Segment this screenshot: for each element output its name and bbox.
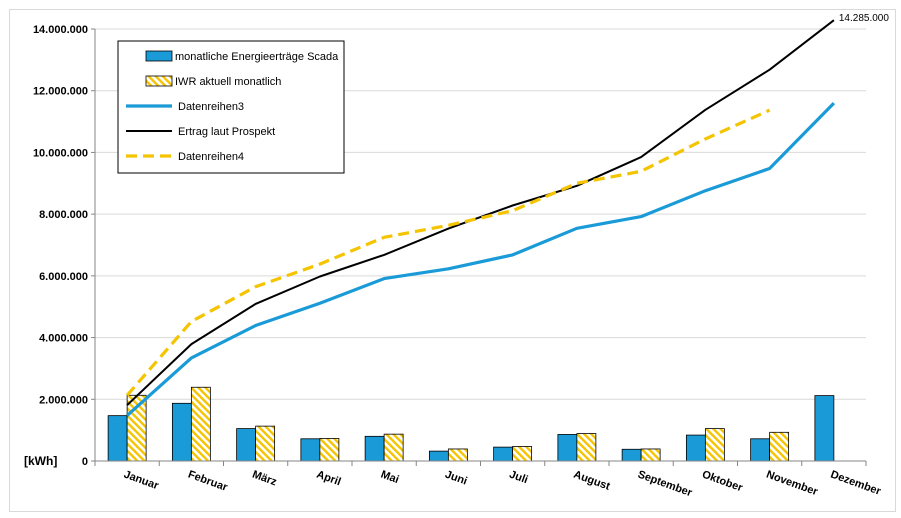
iwr-bar	[447, 448, 468, 462]
y-tick-label: 10.000.000	[33, 147, 88, 159]
iwr-bar	[704, 428, 725, 462]
scada-bar	[621, 448, 642, 462]
scada-bar	[685, 434, 706, 462]
x-tick-label: Dezember	[829, 469, 883, 499]
scada-bar	[364, 435, 385, 462]
scada-bar	[171, 402, 192, 462]
x-tick-label: August	[572, 469, 612, 493]
legend-label: Datenreihen3	[178, 101, 244, 113]
scada-bar	[493, 446, 514, 462]
legend-label: Datenreihen4	[178, 151, 244, 163]
y-tick-label: 14.000.000	[33, 24, 88, 36]
y-tick-label: 2.000.000	[39, 394, 88, 406]
y-tick-label: 0	[82, 456, 88, 468]
scada-bar	[107, 415, 128, 462]
data-label: 14.285.000	[839, 13, 889, 24]
scada-bar	[557, 434, 578, 462]
y-tick-label: 8.000.000	[39, 209, 88, 221]
scada-bar	[814, 395, 835, 462]
iwr-bar	[190, 386, 211, 462]
x-tick-label: April	[315, 469, 343, 489]
y-tick-label: 4.000.000	[39, 333, 88, 345]
scada-bar	[428, 450, 449, 462]
scada-bar	[300, 438, 321, 462]
legend: monatliche Energieerträge Scada IWR aktue…	[117, 40, 345, 174]
x-tick-label: Februar	[186, 469, 229, 495]
legend-label: monatliche Energieerträge Scada	[175, 51, 339, 63]
datenreihen4-line	[125, 108, 771, 397]
iwr-bar	[576, 433, 597, 462]
legend-swatch	[145, 50, 173, 62]
x-tick-label: Januar	[122, 469, 161, 493]
x-tick-label: September	[636, 469, 694, 500]
datenreihen3-line	[126, 101, 836, 417]
x-tick-label: Juli	[508, 469, 530, 487]
iwr-bar	[512, 446, 533, 462]
scada-bar	[236, 428, 257, 462]
y-tick-label: 12.000.000	[33, 86, 88, 98]
legend-label: Ertrag laut Prospekt	[178, 126, 275, 138]
prospekt-line	[126, 19, 835, 406]
line-layer	[125, 19, 836, 417]
x-tick-label: Oktober	[700, 469, 744, 495]
x-tick-label: November	[765, 469, 820, 499]
legend-label: IWR aktuell monatlich	[175, 76, 281, 88]
iwr-bar	[769, 431, 790, 462]
iwr-bar	[383, 433, 404, 462]
bar-layer	[107, 386, 835, 462]
scada-bar	[750, 438, 771, 462]
x-tick-label: Mai	[379, 469, 400, 487]
iwr-bar	[640, 448, 661, 462]
iwr-bar	[319, 438, 340, 462]
y-tick-label: 6.000.000	[39, 271, 88, 283]
x-tick-label: März	[251, 469, 279, 489]
unit-label: [kWh]	[24, 454, 57, 468]
legend-swatch	[145, 75, 173, 87]
x-tick-label: Juni	[443, 469, 468, 488]
iwr-bar	[255, 425, 276, 462]
